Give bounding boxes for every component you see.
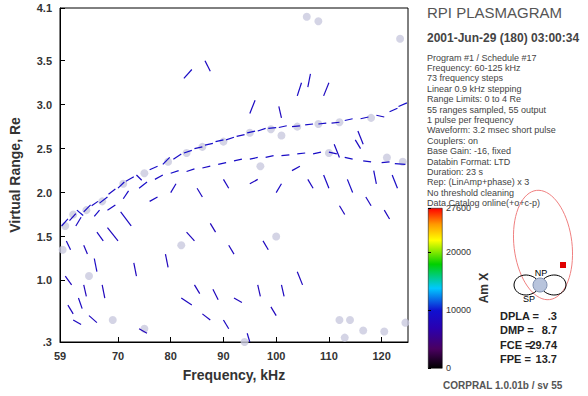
svg-text:SP: SP bbox=[523, 294, 535, 304]
svg-text:3.0: 3.0 bbox=[37, 99, 52, 111]
svg-text:2001-Jun-29 (180) 03:00:34: 2001-Jun-29 (180) 03:00:34 bbox=[427, 31, 579, 45]
svg-text:Rep: (LinAmp+phase) x 3: Rep: (LinAmp+phase) x 3 bbox=[427, 177, 529, 187]
svg-text:1.5: 1.5 bbox=[37, 231, 52, 243]
svg-text:Linear 0.9 kHz stepping: Linear 0.9 kHz stepping bbox=[427, 84, 522, 94]
svg-text:29.74: 29.74 bbox=[529, 339, 557, 351]
svg-text:80: 80 bbox=[165, 350, 177, 362]
svg-text:110: 110 bbox=[320, 350, 338, 362]
svg-text:DMP =: DMP = bbox=[500, 324, 534, 336]
svg-text:4.1: 4.1 bbox=[37, 2, 52, 14]
svg-text:70: 70 bbox=[112, 350, 124, 362]
svg-text:.3: .3 bbox=[43, 336, 52, 348]
svg-text:DPLA =: DPLA = bbox=[500, 310, 539, 322]
svg-text:2.0: 2.0 bbox=[37, 187, 52, 199]
svg-text:No threshold cleaning: No threshold cleaning bbox=[427, 188, 514, 198]
svg-text:Couplers: on: Couplers: on bbox=[427, 136, 478, 146]
svg-text:Frequency, kHz: Frequency, kHz bbox=[183, 367, 285, 383]
svg-text:Program #1 / Schedule #17: Program #1 / Schedule #17 bbox=[427, 53, 537, 63]
svg-text:20000: 20000 bbox=[446, 247, 471, 257]
svg-text:Am X: Am X bbox=[477, 273, 491, 304]
svg-text:1 pulse per frequency: 1 pulse per frequency bbox=[427, 115, 514, 125]
svg-text:90: 90 bbox=[217, 350, 229, 362]
svg-text:Databin Format: LTD: Databin Format: LTD bbox=[427, 157, 511, 167]
svg-text:100: 100 bbox=[267, 350, 285, 362]
svg-text:8.7: 8.7 bbox=[542, 324, 557, 336]
svg-text:NP: NP bbox=[535, 268, 548, 278]
svg-text:13.7: 13.7 bbox=[536, 353, 557, 365]
svg-text:Virtual Range, Re: Virtual Range, Re bbox=[7, 117, 23, 233]
svg-text:73 frequency steps: 73 frequency steps bbox=[427, 73, 504, 83]
svg-text:1.0: 1.0 bbox=[37, 274, 52, 286]
svg-text:.3: .3 bbox=[548, 310, 557, 322]
svg-text:3.5: 3.5 bbox=[37, 55, 52, 67]
svg-text:RPI PLASMAGRAM: RPI PLASMAGRAM bbox=[427, 4, 562, 21]
svg-text:Waveform: 3.2 msec short pulse: Waveform: 3.2 msec short pulse bbox=[427, 125, 556, 135]
svg-text:0: 0 bbox=[446, 363, 451, 373]
svg-text:CORPRAL 1.0.01b / sv 55: CORPRAL 1.0.01b / sv 55 bbox=[443, 380, 563, 391]
svg-text:Duration: 23 s: Duration: 23 s bbox=[427, 167, 484, 177]
svg-text:FPE =: FPE = bbox=[500, 353, 531, 365]
svg-text:Range Limits: 0 to 4 Re: Range Limits: 0 to 4 Re bbox=[427, 94, 521, 104]
svg-text:Frequency: 60-125 kHz: Frequency: 60-125 kHz bbox=[427, 63, 521, 73]
svg-text:27600: 27600 bbox=[446, 203, 471, 213]
svg-text:Base Gain: -16, fixed: Base Gain: -16, fixed bbox=[427, 146, 511, 156]
svg-text:59: 59 bbox=[54, 350, 66, 362]
svg-text:Data Catalog online(+o+c-p): Data Catalog online(+o+c-p) bbox=[427, 198, 541, 209]
svg-text:10000: 10000 bbox=[446, 305, 471, 315]
svg-text:120: 120 bbox=[372, 350, 390, 362]
svg-text:FCE =: FCE = bbox=[500, 339, 531, 351]
svg-text:55 ranges sampled, 55 output: 55 ranges sampled, 55 output bbox=[427, 105, 547, 115]
svg-text:2.5: 2.5 bbox=[37, 143, 52, 155]
